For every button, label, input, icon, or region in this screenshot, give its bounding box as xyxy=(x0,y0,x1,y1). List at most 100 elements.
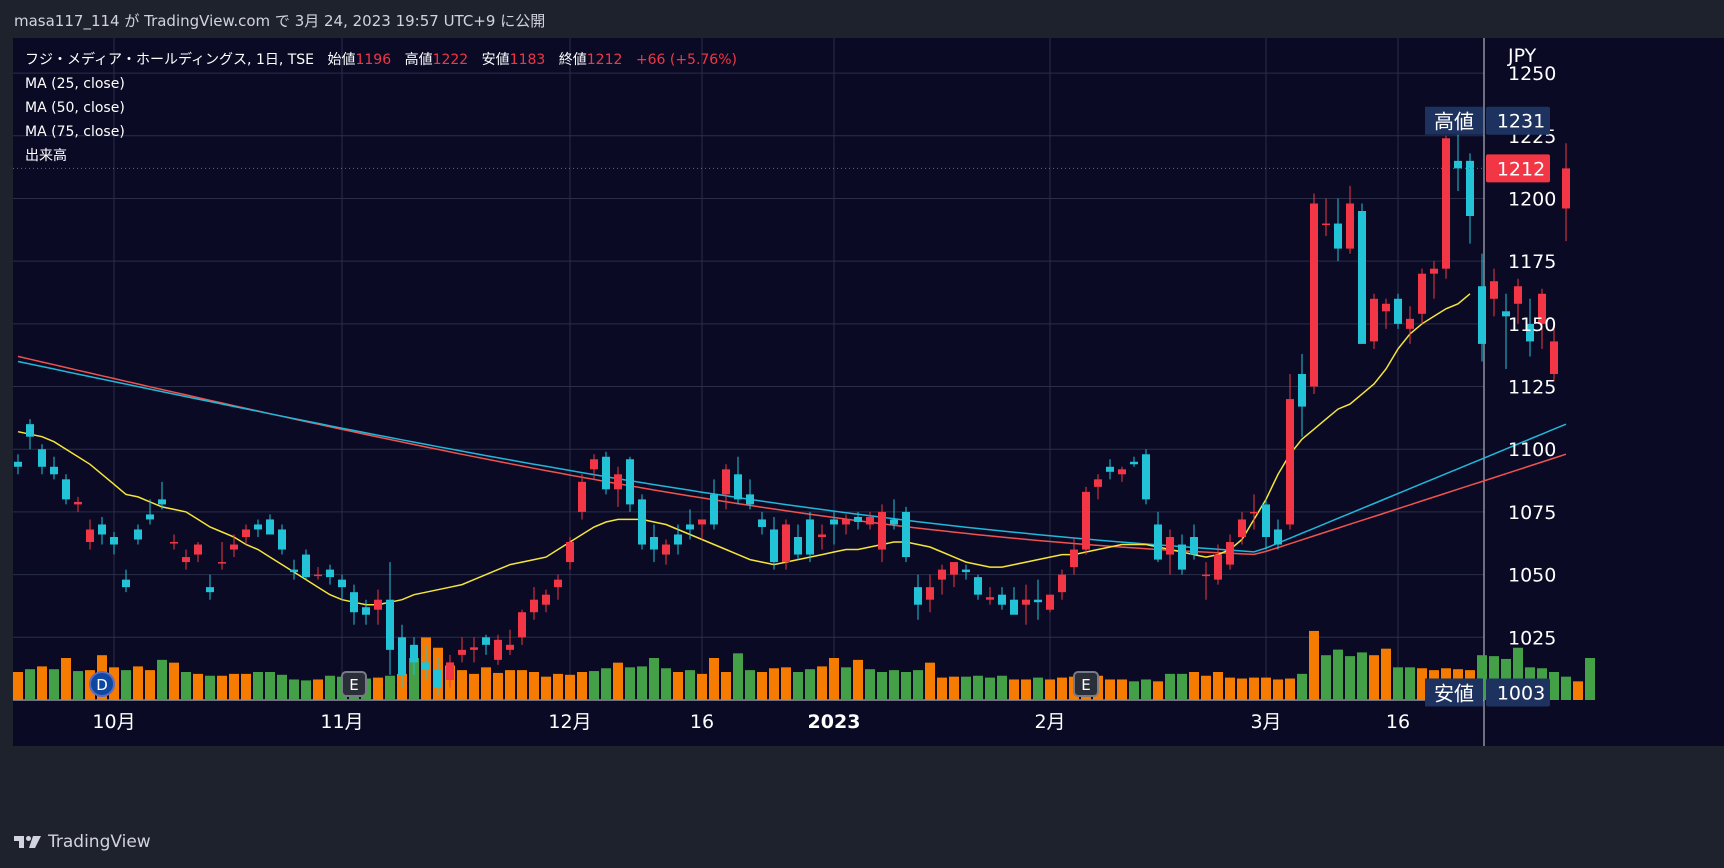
candle-body xyxy=(698,519,706,525)
volume-bar xyxy=(577,672,587,700)
volume-bar xyxy=(637,666,647,700)
candle-body xyxy=(818,534,826,537)
candle xyxy=(698,519,706,540)
candle xyxy=(530,587,538,620)
volume-bar xyxy=(133,666,143,700)
legend-change: +66 (+5.76%) xyxy=(635,52,737,68)
legend-open-value: 1196 xyxy=(355,52,392,68)
candle xyxy=(506,629,514,655)
volume-bar xyxy=(313,679,323,700)
candles xyxy=(14,123,1570,695)
candle-body xyxy=(950,562,958,575)
candle-body xyxy=(182,557,190,563)
volume-bar xyxy=(1357,652,1367,700)
volume-bar xyxy=(157,659,167,700)
candle-body xyxy=(1370,298,1378,342)
candle xyxy=(1334,198,1342,262)
candle xyxy=(1346,185,1354,254)
legend-low-value: 1183 xyxy=(509,52,546,68)
candle-body xyxy=(1022,599,1030,605)
candle xyxy=(1514,278,1522,324)
volume-bar xyxy=(229,673,239,700)
volume-bar xyxy=(1381,648,1391,700)
candle-body xyxy=(1394,298,1402,324)
candle xyxy=(566,537,574,570)
candle-body xyxy=(242,529,250,537)
tradingview-brand: TradingView xyxy=(48,832,151,852)
legend-ma75[interactable]: MA (75, close) xyxy=(25,124,125,140)
legend-symbol: フジ・メディア・ホールディングス, 1日, TSE xyxy=(25,52,315,68)
volume-bar xyxy=(889,670,899,700)
time-tick-label: 16 xyxy=(690,711,714,733)
candle-body xyxy=(1178,544,1186,570)
candle-body xyxy=(434,669,442,688)
volume-bar xyxy=(13,672,23,700)
candle xyxy=(926,574,934,613)
volume-bar xyxy=(769,668,779,700)
candle-body xyxy=(458,649,466,655)
volume-bar xyxy=(1189,672,1199,700)
candle-body xyxy=(1346,203,1354,249)
candle-body xyxy=(1322,223,1330,226)
candle xyxy=(302,549,310,580)
candle-body xyxy=(50,466,58,475)
candle-body xyxy=(110,537,118,545)
time-tick-label: 3月 xyxy=(1250,711,1281,733)
candle xyxy=(494,634,502,665)
volume-bar xyxy=(301,680,311,700)
candle xyxy=(638,494,646,550)
dividend-marker-bg xyxy=(89,671,115,697)
candle xyxy=(1142,449,1150,505)
volume-bar xyxy=(1345,656,1355,700)
volume-bar xyxy=(1153,681,1163,700)
volume-bar xyxy=(409,658,419,700)
candle-body xyxy=(1310,203,1318,387)
volume-bar xyxy=(565,674,575,700)
candle xyxy=(470,637,478,663)
candle-body xyxy=(1454,160,1462,169)
candle xyxy=(482,634,490,655)
candle-body xyxy=(1190,537,1198,555)
candle-body xyxy=(26,424,34,437)
candle-body xyxy=(566,542,574,563)
tradingview-logo[interactable]: TradingView xyxy=(14,832,151,852)
tradingview-logo-icon xyxy=(14,836,41,848)
volume-bar xyxy=(829,658,839,700)
candle xyxy=(1430,261,1438,299)
earnings-marker-bg xyxy=(341,671,367,697)
candle xyxy=(1526,298,1534,357)
legend-low-label: 安値 xyxy=(481,52,510,68)
candle xyxy=(422,644,430,680)
volume-bar xyxy=(1477,655,1487,700)
candlestick-chart[interactable]: JPY1025105010751100112511501175120012251… xyxy=(13,38,1724,820)
candle xyxy=(1406,306,1414,344)
volume-bar xyxy=(961,676,971,700)
candle xyxy=(1226,534,1234,570)
candle-body xyxy=(746,494,754,505)
candle xyxy=(746,479,754,510)
legend-ma25[interactable]: MA (25, close) xyxy=(25,76,125,92)
volume-bar xyxy=(1021,679,1031,700)
candle-body xyxy=(530,599,538,613)
candle-body xyxy=(674,534,682,545)
candle-body xyxy=(1382,303,1390,312)
candle-body xyxy=(1406,318,1414,329)
time-tick-label: 10月 xyxy=(92,711,135,733)
volume-bar xyxy=(721,672,731,700)
candle xyxy=(1010,587,1018,615)
volume-bar xyxy=(529,672,539,700)
candle xyxy=(710,479,718,530)
candle xyxy=(98,516,106,545)
volume-bar xyxy=(901,672,911,700)
published-info: masa117_114 が TradingView.com で 3月 24, 2… xyxy=(14,12,546,30)
candle xyxy=(782,519,790,570)
legend-ma50[interactable]: MA (50, close) xyxy=(25,100,125,116)
volume-bar xyxy=(1297,673,1307,700)
volume-bar xyxy=(673,672,683,700)
price-tick-label: 1075 xyxy=(1508,502,1556,524)
candle xyxy=(902,506,910,563)
candle xyxy=(1370,293,1378,349)
volume-bar xyxy=(865,669,875,700)
legend-volume[interactable]: 出来高 xyxy=(25,148,67,164)
low-tag-value-bg xyxy=(1486,678,1550,707)
